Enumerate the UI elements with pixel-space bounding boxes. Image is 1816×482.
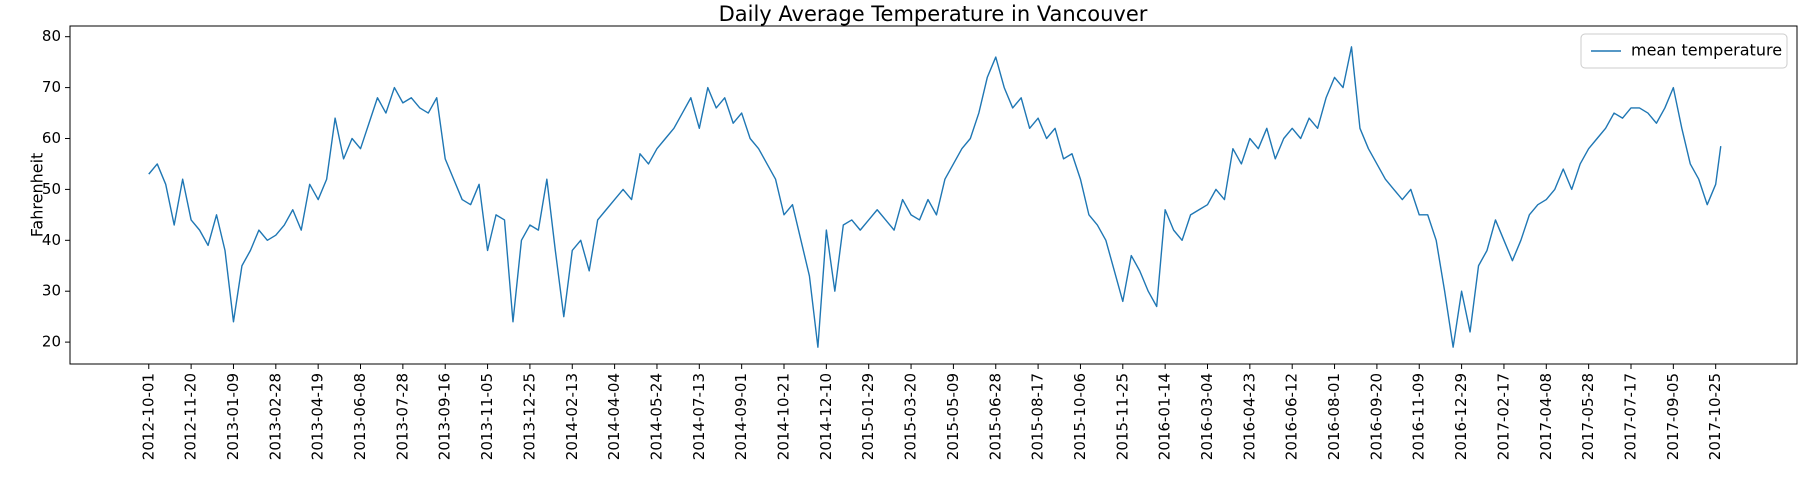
x-tick-label: 2015-10-06: [1071, 373, 1089, 460]
x-tick-label: 2016-04-23: [1240, 373, 1258, 460]
x-tick-label: 2017-05-28: [1579, 373, 1597, 460]
legend-label: mean temperature: [1631, 41, 1782, 60]
x-tick-label: 2014-12-10: [817, 373, 835, 460]
x-tick-label: 2013-06-08: [351, 373, 369, 460]
x-tick-label: 2016-12-29: [1452, 373, 1470, 460]
x-tick-label: 2016-03-04: [1198, 373, 1216, 460]
y-tick-label: 50: [42, 180, 61, 198]
x-tick-label: 2015-01-29: [859, 373, 877, 460]
x-tick-label: 2015-06-28: [986, 373, 1004, 460]
x-tick-label: 2017-10-25: [1706, 373, 1724, 460]
x-tick-label: 2013-12-25: [520, 373, 538, 460]
x-tick-label: 2013-02-28: [266, 373, 284, 460]
x-tick-label: 2016-01-14: [1156, 373, 1174, 460]
x-tick-label: 2017-07-17: [1621, 373, 1639, 460]
x-tick-label: 2014-04-04: [605, 373, 623, 460]
x-tick-label: 2016-08-01: [1325, 373, 1343, 460]
x-tick-label: 2017-09-05: [1664, 373, 1682, 460]
x-tick-label: 2013-07-28: [393, 373, 411, 460]
x-tick-label: 2015-05-09: [944, 373, 962, 460]
x-tick-label: 2015-08-17: [1029, 373, 1047, 460]
y-tick-label: 30: [42, 282, 61, 300]
x-tick-label: 2014-02-13: [563, 373, 581, 460]
plot-frame: [69, 25, 1798, 365]
y-tick-label: 80: [42, 27, 61, 45]
y-tick-label: 60: [42, 129, 61, 147]
x-tick-label: 2013-11-05: [478, 373, 496, 460]
x-tick-label: 2016-11-09: [1410, 373, 1428, 460]
y-tick-label: 40: [42, 231, 61, 249]
x-tick-label: 2016-06-12: [1283, 373, 1301, 460]
x-tick-label: 2013-09-16: [436, 373, 454, 460]
y-tick-label: 20: [42, 333, 61, 351]
x-tick-label: 2017-04-08: [1537, 373, 1555, 460]
x-tick-label: 2012-11-20: [182, 373, 200, 460]
line-series: [148, 46, 1722, 348]
x-tick-label: 2014-09-01: [732, 373, 750, 460]
y-tick-label: 70: [42, 78, 61, 96]
x-tick-label: 2015-11-25: [1113, 373, 1131, 460]
x-tick-label: 2014-07-13: [690, 373, 708, 460]
chart-title: Daily Average Temperature in Vancouver: [719, 2, 1148, 26]
x-tick-label: 2014-10-21: [775, 373, 793, 460]
x-tick-label: 2013-01-09: [224, 373, 242, 460]
x-tick-label: 2017-02-17: [1494, 373, 1512, 460]
x-tick-label: 2016-09-20: [1367, 373, 1385, 460]
x-tick-label: 2015-03-20: [902, 373, 920, 460]
x-tick-label: 2014-05-24: [647, 373, 665, 460]
x-tick-label: 2013-04-19: [309, 373, 327, 460]
y-axis-label: Fahrenheit: [28, 153, 47, 238]
legend-box: [1580, 33, 1788, 69]
x-tick-label: 2012-10-01: [139, 373, 157, 460]
